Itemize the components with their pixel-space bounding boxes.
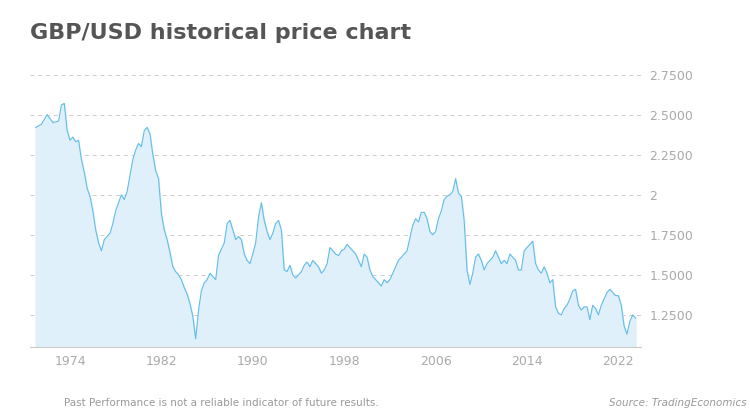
Text: Source: TradingEconomics: Source: TradingEconomics [609, 398, 746, 408]
Text: Past Performance is not a reliable indicator of future results.: Past Performance is not a reliable indic… [64, 398, 379, 408]
Text: GBP/USD historical price chart: GBP/USD historical price chart [30, 23, 411, 43]
